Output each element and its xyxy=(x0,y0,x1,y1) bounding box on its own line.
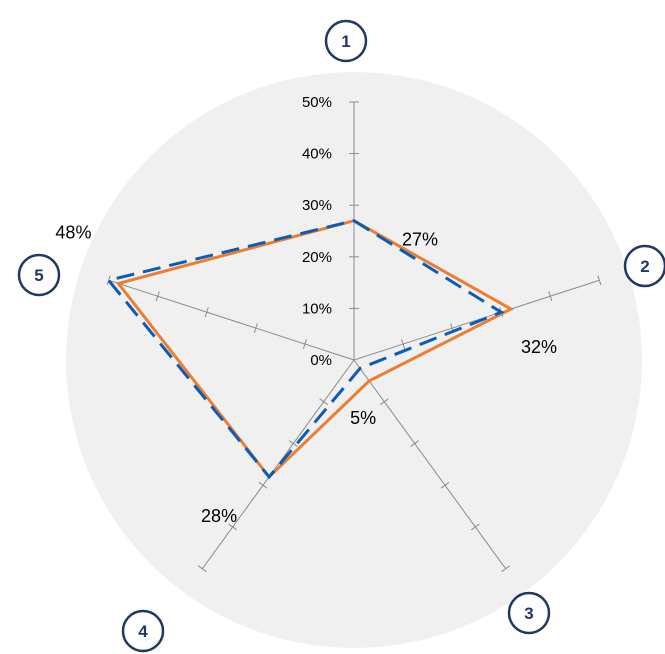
axis-marker-label-4: 4 xyxy=(138,622,148,641)
data-label-2: 32% xyxy=(521,337,557,357)
data-label-5: 48% xyxy=(55,222,91,242)
r-tick-labels: 0% 10% 20% 30% 40% 50% xyxy=(302,94,332,369)
axis-spoke-2 xyxy=(353,279,600,361)
axis-tick-mark xyxy=(106,275,111,286)
axis-markers: 1 2 3 4 5 xyxy=(17,19,665,653)
axis-marker-label-3: 3 xyxy=(524,604,533,623)
series-1-line xyxy=(115,219,515,480)
r-tick-label: 40% xyxy=(302,146,332,163)
axis-tick-mark xyxy=(379,398,389,406)
axis-marker-circle-1 xyxy=(324,19,368,63)
axis-tick-mark xyxy=(548,291,553,302)
data-label-4: 28% xyxy=(201,506,237,526)
axis-tick-mark xyxy=(228,523,238,531)
axis-marker-label-1: 1 xyxy=(341,32,350,51)
data-labels: 27% 32% 5% 28% 48% xyxy=(55,222,557,525)
axis-marker-label-5: 5 xyxy=(34,266,43,285)
axis-tick-mark xyxy=(501,565,510,573)
axis-spoke-3 xyxy=(353,359,507,570)
data-label-1: 27% xyxy=(402,230,438,250)
axis-tick-mark xyxy=(410,440,419,447)
axis-marker-circle-2 xyxy=(623,244,665,288)
axis-spoke-4 xyxy=(201,359,355,570)
axis-tick-mark xyxy=(470,523,480,531)
axis-marker-circle-5 xyxy=(17,253,61,297)
r-tick-label: 30% xyxy=(302,197,332,214)
r-tick-label: 20% xyxy=(302,249,332,266)
r-tick-label: 10% xyxy=(302,300,332,317)
series-2-line xyxy=(105,219,505,480)
axis-tick-mark xyxy=(302,339,307,349)
axis-tick-mark xyxy=(401,339,406,349)
r-tick-label: 50% xyxy=(302,94,332,111)
axis-tick-mark xyxy=(597,275,602,286)
axis-marker-circle-4 xyxy=(121,609,165,653)
axis-marker-label-2: 2 xyxy=(640,257,649,276)
axis-tick-mark xyxy=(289,440,298,447)
data-label-3: 5% xyxy=(350,408,376,428)
axis-tick-mark xyxy=(319,398,329,406)
series-layer xyxy=(105,219,515,480)
axis-tick-mark xyxy=(440,481,450,489)
axis-tick-mark xyxy=(258,481,268,489)
axis-tick-mark xyxy=(198,565,207,573)
axis-marker-circle-3 xyxy=(507,591,551,635)
axis-tick-mark xyxy=(253,323,258,334)
axis-spoke-5 xyxy=(108,279,355,361)
axis-tick-mark xyxy=(155,291,160,302)
r-tick-label: 0% xyxy=(310,352,332,369)
axis-tick-mark xyxy=(204,307,209,318)
